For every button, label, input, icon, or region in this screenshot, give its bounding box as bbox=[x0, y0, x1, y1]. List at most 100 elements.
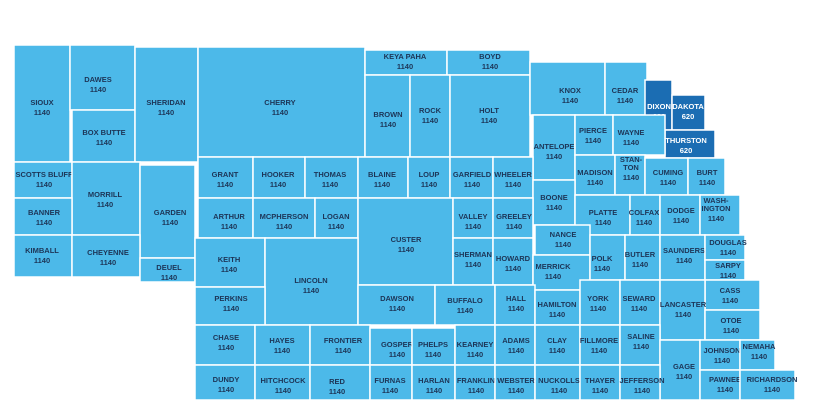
county-value: 1140 bbox=[508, 304, 524, 313]
county-value: 1140 bbox=[382, 386, 398, 395]
county bbox=[579, 364, 621, 401]
county-name: PIERCE bbox=[579, 126, 607, 135]
county-value: 1140 bbox=[468, 386, 484, 395]
county-value: 1140 bbox=[585, 136, 601, 145]
county-value: 1140 bbox=[90, 85, 106, 94]
county-name: LOUP bbox=[419, 170, 440, 179]
county-value: 1140 bbox=[751, 352, 767, 361]
county-name: BOX BUTTE bbox=[82, 128, 125, 137]
county-name: DAWSON bbox=[380, 294, 414, 303]
county-name: CHASE bbox=[213, 333, 239, 342]
county-value: 1140 bbox=[389, 350, 405, 359]
county-name: NEMAHA bbox=[743, 342, 776, 351]
county bbox=[494, 284, 536, 326]
county-value: 1140 bbox=[465, 260, 481, 269]
county-value: 1140 bbox=[96, 138, 112, 147]
county-value: 1140 bbox=[389, 304, 405, 313]
county-name: SEWARD bbox=[623, 294, 657, 303]
county-name: FRONTIER bbox=[324, 336, 363, 345]
county-name: SHERIDAN bbox=[146, 98, 185, 107]
county-name: POLK bbox=[592, 254, 613, 263]
county-name: COLFAX bbox=[629, 208, 659, 217]
county-name: GRANT bbox=[212, 170, 239, 179]
county bbox=[357, 284, 436, 326]
county-name: BURT bbox=[697, 168, 718, 177]
county-value: 1140 bbox=[217, 180, 233, 189]
county-value: 1140 bbox=[223, 304, 239, 313]
county-name: NANCE bbox=[550, 230, 577, 239]
county-name: WASH- bbox=[704, 196, 730, 205]
county bbox=[264, 237, 359, 326]
county-value: 1140 bbox=[505, 264, 521, 273]
county-name: VALLEY bbox=[458, 212, 487, 221]
county-value: 1140 bbox=[221, 265, 237, 274]
county bbox=[619, 364, 661, 401]
county-name: CHERRY bbox=[264, 98, 295, 107]
county-value: 1140 bbox=[162, 218, 178, 227]
county bbox=[197, 156, 254, 199]
county-name: CEDAR bbox=[612, 86, 639, 95]
county-value: 1140 bbox=[467, 350, 483, 359]
county-value: 1140 bbox=[708, 214, 724, 223]
county bbox=[254, 324, 311, 366]
county-value: 1140 bbox=[595, 218, 611, 227]
county-value: 1140 bbox=[303, 286, 319, 295]
county bbox=[619, 279, 661, 326]
county-value: 1140 bbox=[505, 180, 521, 189]
county bbox=[449, 156, 494, 199]
county-name: JEFFERSON bbox=[619, 376, 664, 385]
county-value: 1140 bbox=[506, 222, 522, 231]
county-name: FILLMORE bbox=[580, 336, 618, 345]
county-value: 1140 bbox=[465, 222, 481, 231]
county bbox=[13, 161, 73, 199]
county-value: 1140 bbox=[158, 108, 174, 117]
county-value: 1140 bbox=[720, 271, 736, 280]
county-name: DIXON bbox=[647, 102, 671, 111]
county bbox=[604, 61, 648, 116]
county-value: 1140 bbox=[545, 272, 561, 281]
county bbox=[739, 369, 796, 401]
county-value: 1140 bbox=[398, 245, 414, 254]
county bbox=[534, 324, 581, 366]
county-value: 1140 bbox=[508, 346, 524, 355]
county-value: 1140 bbox=[218, 385, 234, 394]
county-name: ARTHUR bbox=[213, 212, 245, 221]
county-name: HITCHCOCK bbox=[261, 376, 307, 385]
county-value: 1140 bbox=[425, 350, 441, 359]
county-name: KEARNEY bbox=[457, 340, 494, 349]
county-name: HOLT bbox=[479, 106, 499, 115]
county-value: 1140 bbox=[594, 264, 610, 273]
county-value: 1140 bbox=[161, 273, 177, 282]
county bbox=[612, 114, 666, 156]
county-name: BOONE bbox=[540, 193, 568, 202]
county-name: CHEYENNE bbox=[87, 248, 129, 257]
county bbox=[197, 46, 366, 158]
county-value: 1140 bbox=[397, 62, 413, 71]
county-name: DOUGLAS bbox=[709, 238, 747, 247]
county-name: SIOUX bbox=[30, 98, 53, 107]
county-value: 1140 bbox=[714, 356, 730, 365]
county bbox=[252, 156, 306, 199]
county-name: SARPY bbox=[715, 261, 741, 270]
county-name: SAUNDERS bbox=[663, 246, 705, 255]
county-value: 1140 bbox=[764, 385, 780, 394]
county-name: PHELPS bbox=[418, 340, 448, 349]
county-name: BUTLER bbox=[625, 250, 656, 259]
county-value: 1140 bbox=[660, 178, 676, 187]
county-name: THOMAS bbox=[314, 170, 347, 179]
county-value: 1140 bbox=[221, 222, 237, 231]
county-value: 1140 bbox=[34, 256, 50, 265]
county-name: PAWNEE bbox=[709, 375, 741, 384]
county-name: HALL bbox=[506, 294, 526, 303]
county-name: FRANKLIN bbox=[457, 376, 495, 385]
county-value: 1140 bbox=[481, 116, 497, 125]
county-value: 1140 bbox=[380, 120, 396, 129]
county bbox=[71, 234, 141, 278]
county-name: KIMBALL bbox=[25, 246, 59, 255]
county bbox=[364, 74, 411, 158]
county-name: BROWN bbox=[373, 110, 402, 119]
county-value: 1140 bbox=[673, 216, 689, 225]
county-name: BLAINE bbox=[368, 170, 396, 179]
county-value: 1140 bbox=[592, 386, 608, 395]
county-name: RICHARDSON bbox=[747, 375, 798, 384]
